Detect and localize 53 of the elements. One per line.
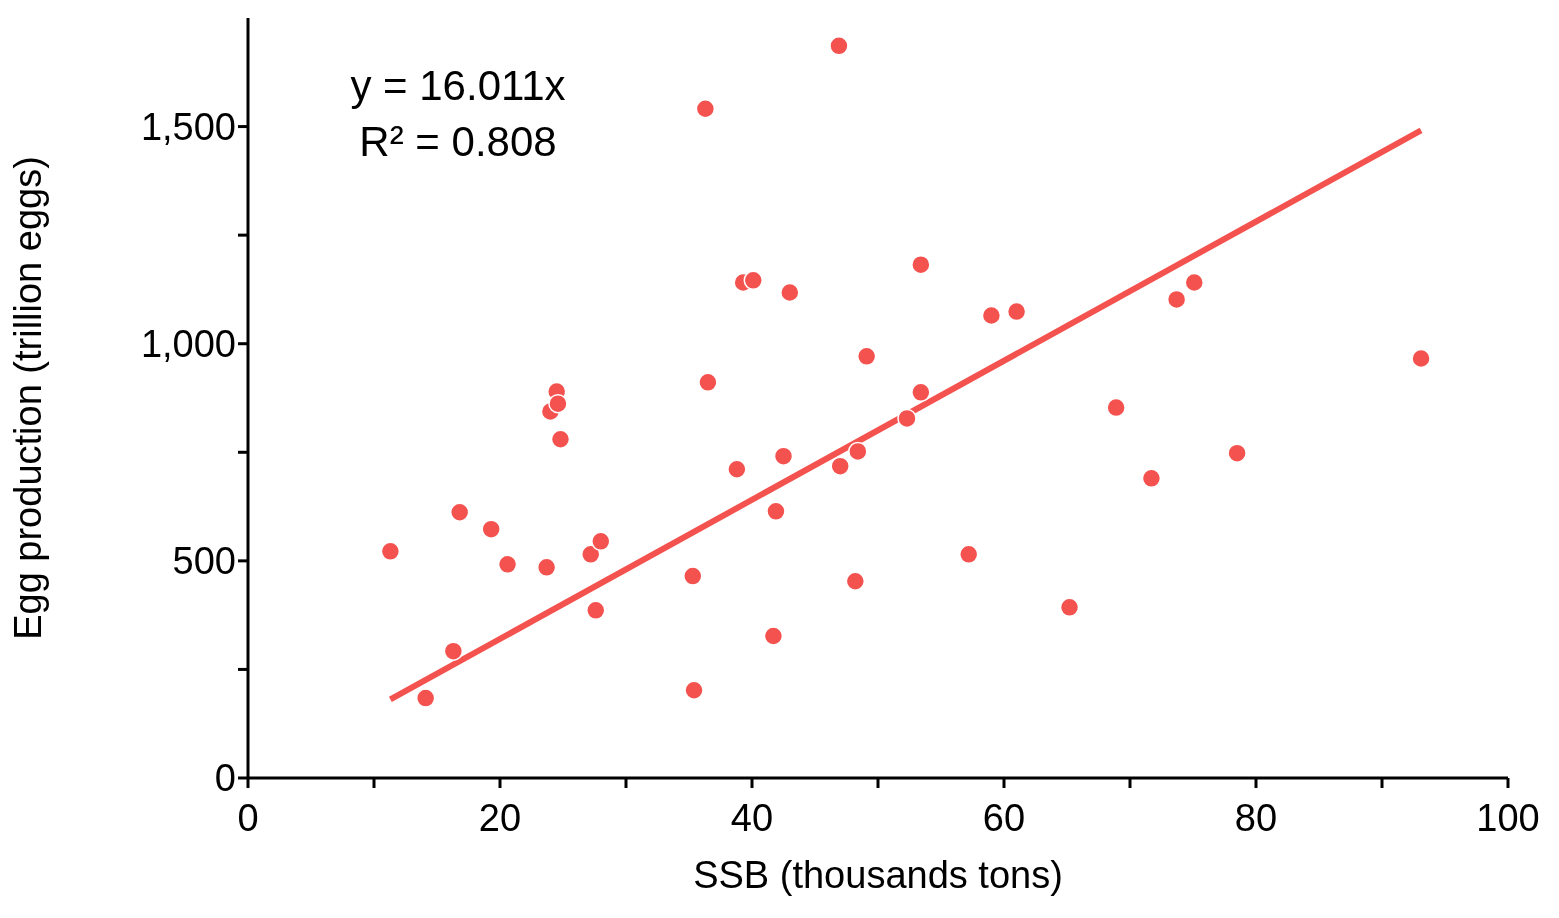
- point: [727, 459, 747, 479]
- y-tick-label: 1,500: [140, 106, 236, 149]
- point: [981, 305, 1002, 326]
- point: [773, 446, 794, 466]
- point: [1227, 443, 1247, 463]
- y-tick-label: 0: [214, 757, 236, 800]
- x-tick-label: 20: [478, 796, 522, 839]
- point: [550, 429, 571, 450]
- point: [743, 270, 764, 291]
- point: [911, 382, 931, 403]
- point: [536, 557, 557, 578]
- point: [766, 501, 786, 522]
- point: [911, 254, 931, 275]
- point: [481, 519, 501, 539]
- point: [845, 571, 866, 592]
- point: [380, 541, 401, 562]
- point: [897, 408, 917, 429]
- y-tick-label: 500: [172, 540, 236, 583]
- point: [580, 544, 601, 565]
- annotation: R² = 0.808: [358, 117, 558, 167]
- point: [548, 393, 568, 414]
- point: [1411, 348, 1431, 369]
- point: [1166, 289, 1187, 310]
- point: [591, 531, 611, 552]
- point: [1184, 272, 1205, 293]
- point: [1106, 397, 1126, 418]
- point: [698, 372, 718, 393]
- point: [497, 554, 518, 575]
- y-axis-title: Egg production (trillion eggs): [7, 156, 50, 640]
- point: [829, 36, 849, 56]
- point: [830, 456, 850, 476]
- x-tick-label: 100: [1476, 796, 1540, 839]
- x-tick-label: 80: [1234, 796, 1278, 839]
- point: [443, 641, 464, 661]
- point: [1059, 597, 1080, 618]
- point: [684, 680, 704, 701]
- x-tick-label: 40: [730, 796, 774, 839]
- point: [848, 441, 868, 462]
- point: [683, 566, 703, 586]
- point: [856, 346, 877, 367]
- point: [780, 282, 800, 303]
- annotation: y = 16.011x: [349, 61, 567, 111]
- point: [1141, 468, 1162, 489]
- point: [586, 600, 606, 621]
- point: [958, 544, 979, 565]
- point: [449, 502, 470, 522]
- x-tick-label: 60: [982, 796, 1026, 839]
- x-axis-title: SSB (thousands tons): [693, 854, 1063, 896]
- y-tick-label: 1,000: [140, 323, 236, 366]
- point: [1006, 301, 1027, 322]
- point: [763, 626, 784, 646]
- point: [695, 99, 716, 119]
- point: [415, 688, 436, 708]
